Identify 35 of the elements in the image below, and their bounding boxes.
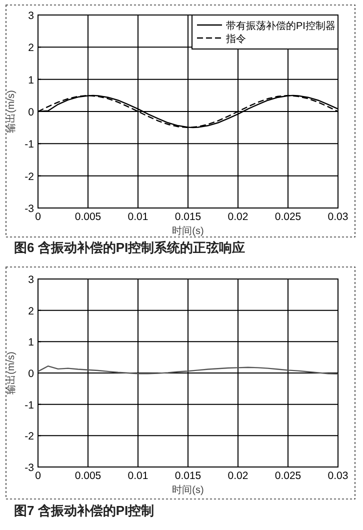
x-axis-title: 时间(s) <box>172 225 204 237</box>
y-tick-label: 0 <box>28 368 34 380</box>
y-axis-title: 输出(m/s) <box>5 90 17 133</box>
y-tick-label: 1 <box>28 336 34 349</box>
legend-label: 带有振荡补偿的PI控制器 <box>226 20 336 32</box>
text: 图6 含振动补偿的PI控制系统的正弦响应 <box>14 240 246 255</box>
x-tick-label: 0.03 <box>328 470 348 482</box>
x-tick-label: 0.025 <box>274 211 302 223</box>
x-tick-label: 0.005 <box>74 211 102 223</box>
y-tick-label: 2 <box>28 305 34 318</box>
x-tick-label: 0.025 <box>274 470 302 482</box>
x-tick-label: 0.02 <box>228 211 248 223</box>
y-tick-label: 0 <box>28 106 34 118</box>
y-tick-label: 2 <box>28 42 34 54</box>
line-series <box>37 366 339 375</box>
y-tick-label: -3 <box>24 203 34 215</box>
x-tick-label: 0.01 <box>128 211 148 223</box>
text: 图7 含振动补偿的PI控制 <box>14 503 154 518</box>
y-tick-label: -1 <box>24 138 34 151</box>
y-tick-label: -3 <box>24 462 34 474</box>
x-tick-label: 0.01 <box>128 470 148 482</box>
x-tick-label: 0.005 <box>74 470 102 482</box>
x-tick-label: 0.02 <box>228 470 248 482</box>
y-tick-label: 1 <box>28 74 34 86</box>
y-tick-label: 3 <box>28 274 34 286</box>
x-tick-label: 0.015 <box>174 211 202 223</box>
y-tick-label: 3 <box>28 10 34 22</box>
x-axis-title: 时间(s) <box>172 484 204 496</box>
y-tick-label: -2 <box>24 170 34 183</box>
x-tick-label: 0.015 <box>174 470 202 482</box>
legend-label: 指令 <box>225 33 246 45</box>
y-tick-label: -1 <box>24 399 34 412</box>
y-axis-title: 输出(m/s) <box>5 352 17 394</box>
y-tick-label: -2 <box>24 430 34 443</box>
x-tick-label: 0.03 <box>328 211 348 223</box>
